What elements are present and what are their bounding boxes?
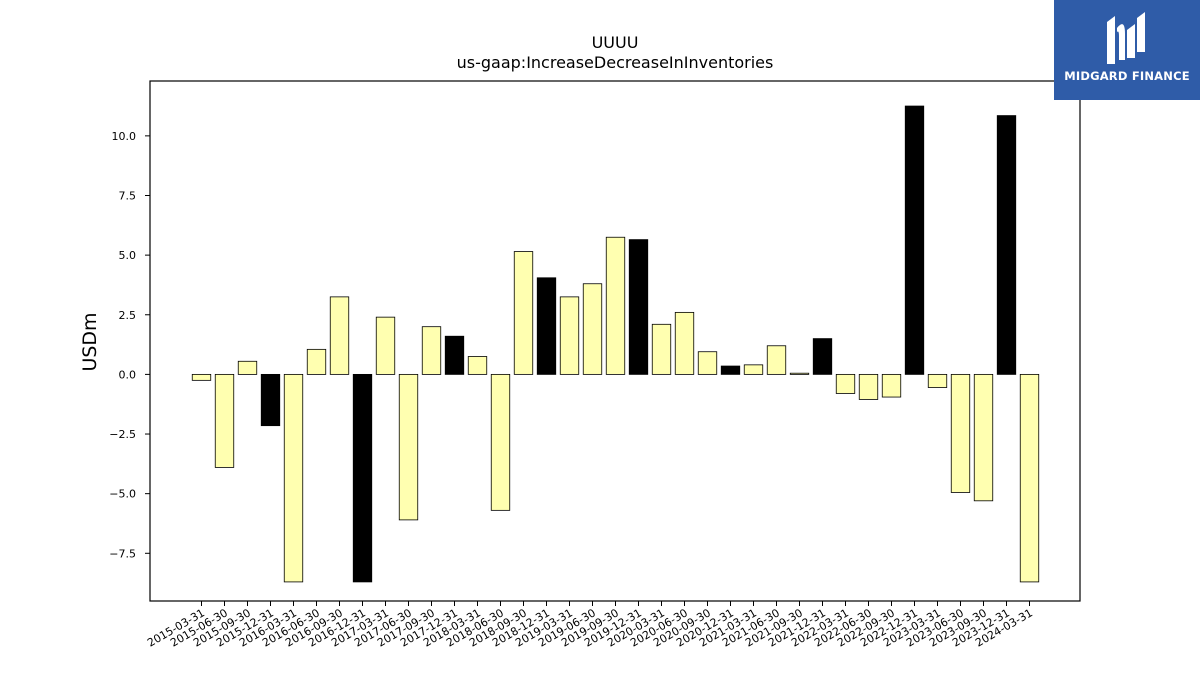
bar-2019-06-30: [582, 283, 603, 375]
bar-2016-12-31: [352, 373, 373, 583]
bar-2020-03-31: [651, 323, 672, 375]
y-tick-label: −2.5: [109, 428, 136, 441]
bar-2015-03-31: [191, 373, 212, 381]
y-tick-label: 7.5: [119, 189, 137, 202]
midgard-finance-logo: MIDGARD FINANCE: [1054, 0, 1200, 100]
chart-subtitle: us-gaap:IncreaseDecreaseInInventories: [457, 53, 774, 72]
bar-2023-03-31: [927, 373, 948, 388]
bar-2017-03-31: [375, 316, 396, 375]
bar-2015-09-30: [237, 360, 258, 375]
bar-2022-09-30: [881, 373, 902, 398]
bar-2021-06-30: [766, 345, 787, 375]
bar-2023-09-30: [973, 373, 994, 502]
bar-2023-06-30: [950, 373, 971, 493]
bar-2019-12-31: [628, 239, 649, 375]
plot-frame: [149, 80, 1081, 602]
logo-text: MIDGARD FINANCE: [1064, 69, 1190, 83]
bar-2020-12-31: [720, 365, 741, 375]
bar-2017-06-30: [398, 373, 419, 521]
bar-2021-12-31: [812, 338, 833, 375]
bar-2015-12-31: [260, 373, 281, 427]
y-tick-label: 0.0: [119, 368, 137, 381]
bar-2019-03-31: [559, 296, 580, 375]
y-tick-label: 10.0: [112, 130, 137, 143]
bar-2024-03-31: [1019, 373, 1040, 583]
x-axis-ticks: 2015-03-312015-06-302015-09-302015-12-31…: [145, 601, 1035, 650]
bar-2022-06-30: [858, 373, 879, 400]
bar-2016-03-31: [283, 373, 304, 583]
bar-2016-06-30: [306, 348, 327, 375]
y-tick-label: −5.0: [109, 488, 136, 501]
y-tick-label: 5.0: [119, 249, 137, 262]
y-axis-label: USDm: [79, 312, 101, 371]
bar-2018-12-31: [536, 277, 557, 375]
bar-2020-06-30: [674, 311, 695, 375]
bar-2021-03-31: [743, 364, 764, 375]
bar-2017-09-30: [421, 326, 442, 375]
bar-2018-09-30: [513, 251, 534, 375]
y-tick-label: 2.5: [119, 309, 137, 322]
bar-2016-09-30: [329, 296, 350, 375]
bar-2018-03-31: [467, 356, 488, 375]
y-axis-ticks: −7.5 −5.0 −2.5 0.0 2.5 5.0 7.5 10.0: [109, 130, 150, 560]
chart-title: UUUU: [592, 33, 639, 52]
y-tick-label: −7.5: [109, 547, 136, 560]
midgard-logo-icon: [1107, 12, 1145, 64]
bar-2023-12-31: [996, 115, 1017, 375]
bar-2022-03-31: [835, 373, 856, 394]
bar-2017-12-31: [444, 335, 465, 375]
bar-2019-09-30: [605, 236, 626, 375]
bar-2015-06-30: [214, 373, 235, 468]
bar-2020-09-30: [697, 351, 718, 375]
bars-group: [191, 105, 1040, 583]
bar-2021-09-30: [789, 372, 810, 375]
bar-2022-12-31: [904, 105, 925, 375]
bar-2018-06-30: [490, 373, 511, 511]
